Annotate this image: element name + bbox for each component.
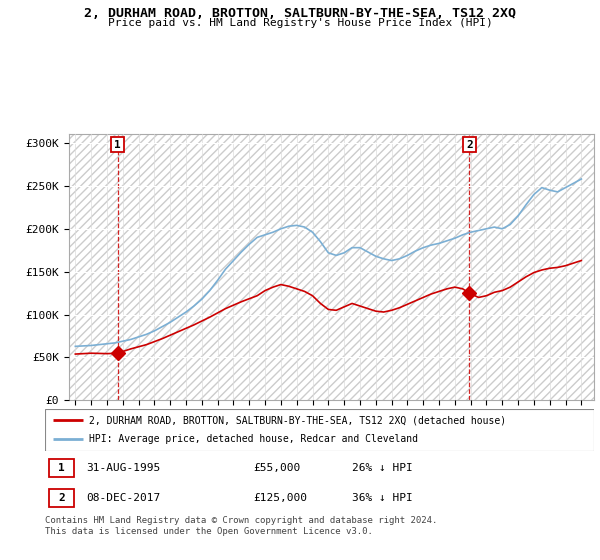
Text: 26% ↓ HPI: 26% ↓ HPI (352, 463, 413, 473)
Text: 2: 2 (58, 493, 65, 503)
Text: HPI: Average price, detached house, Redcar and Cleveland: HPI: Average price, detached house, Redc… (89, 435, 418, 445)
Text: 36% ↓ HPI: 36% ↓ HPI (352, 493, 413, 503)
Text: £55,000: £55,000 (254, 463, 301, 473)
Text: 1: 1 (58, 463, 65, 473)
FancyBboxPatch shape (45, 409, 594, 451)
FancyBboxPatch shape (49, 489, 74, 507)
Text: 1: 1 (114, 140, 121, 150)
Text: Contains HM Land Registry data © Crown copyright and database right 2024.
This d: Contains HM Land Registry data © Crown c… (45, 516, 437, 536)
Text: 2, DURHAM ROAD, BROTTON, SALTBURN-BY-THE-SEA, TS12 2XQ (detached house): 2, DURHAM ROAD, BROTTON, SALTBURN-BY-THE… (89, 415, 506, 425)
Text: Price paid vs. HM Land Registry's House Price Index (HPI): Price paid vs. HM Land Registry's House … (107, 18, 493, 28)
Text: 2: 2 (466, 140, 473, 150)
Text: 2, DURHAM ROAD, BROTTON, SALTBURN-BY-THE-SEA, TS12 2XQ: 2, DURHAM ROAD, BROTTON, SALTBURN-BY-THE… (84, 7, 516, 20)
Text: 08-DEC-2017: 08-DEC-2017 (86, 493, 160, 503)
Text: 31-AUG-1995: 31-AUG-1995 (86, 463, 160, 473)
FancyBboxPatch shape (49, 459, 74, 477)
Text: £125,000: £125,000 (254, 493, 308, 503)
